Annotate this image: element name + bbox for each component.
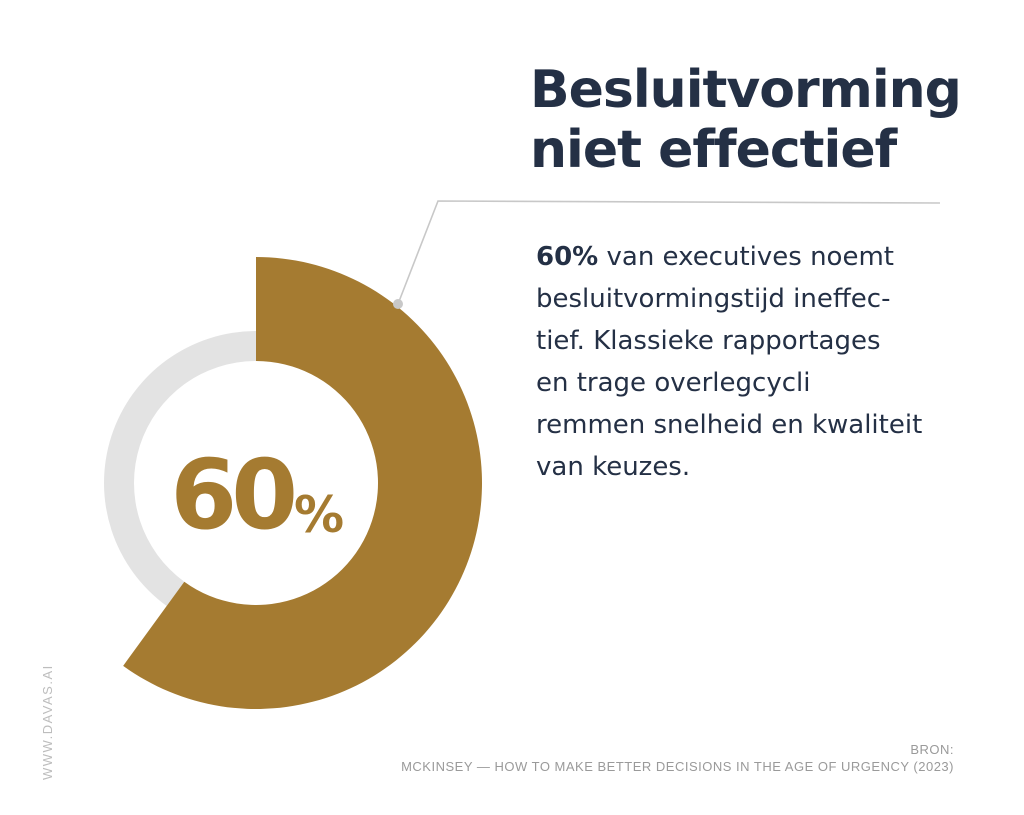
description-line-1: 60% van executives noemt (536, 236, 986, 278)
description-line-6: van keuzes. (536, 452, 691, 482)
description-line-4: en trage overlegcycli (536, 368, 811, 398)
leader-dot (393, 299, 403, 309)
title-line-1: Besluitvorming (530, 60, 962, 120)
description-line-1-rest: van executives noemt (598, 242, 894, 272)
description-line-5: remmen snelheid en kwaliteit (536, 410, 923, 440)
source-citation: BRON: MCKINSEY — HOW TO MAKE BETTER DECI… (401, 741, 954, 775)
center-unit-label: % (294, 486, 344, 544)
page-title: Besluitvorming niet effectief (530, 60, 1000, 180)
source-text: MCKINSEY — HOW TO MAKE BETTER DECISIONS … (401, 759, 954, 774)
donut-track-arc (104, 331, 256, 606)
description-line-3: tief. Klassieke rapportages (536, 326, 881, 356)
description-highlight: 60% (536, 242, 599, 272)
description-text: 60% van executives noemt besluitvormings… (536, 236, 986, 488)
description-line-2: besluitvormingstijd ineffec- (536, 284, 891, 314)
website-watermark: WWW.DAVAS.AI (40, 664, 55, 780)
center-value-label: 60 (170, 439, 294, 551)
donut-value-arc (123, 257, 483, 710)
source-label: BRON: (910, 742, 954, 757)
leader-line (397, 200, 941, 305)
title-line-2: niet effectief (530, 120, 897, 180)
